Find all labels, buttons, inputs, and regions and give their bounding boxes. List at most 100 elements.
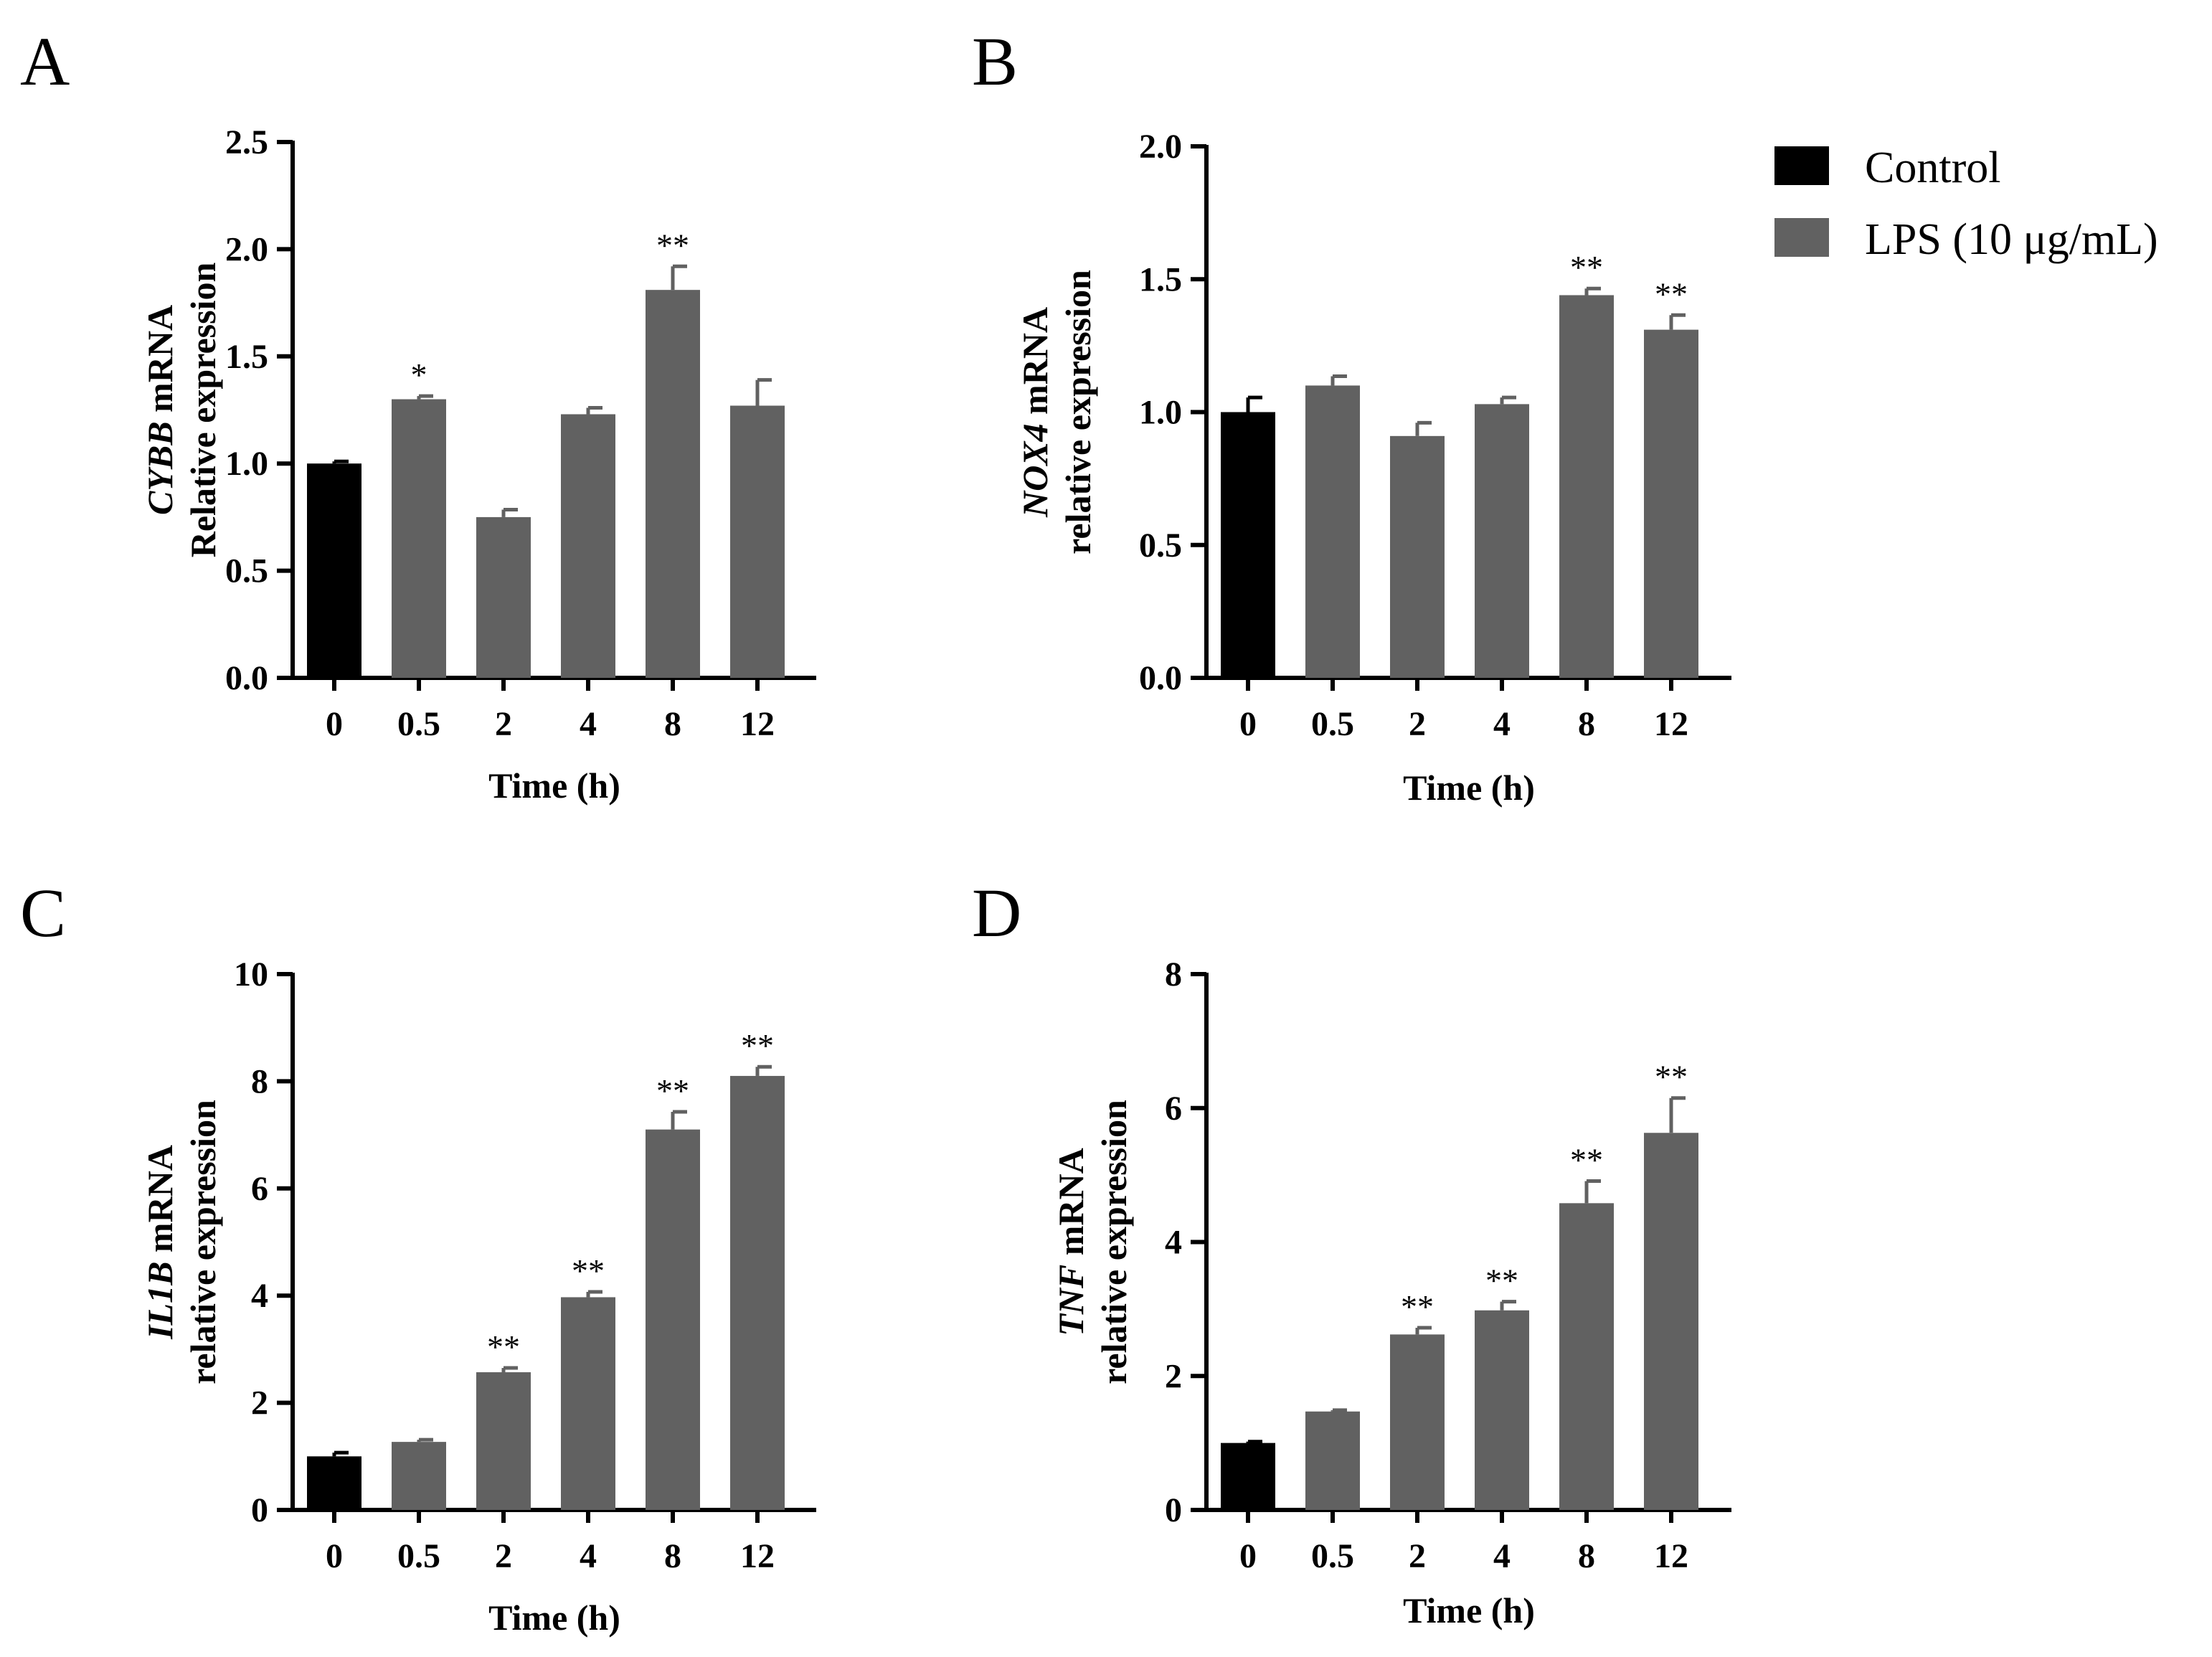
bar bbox=[1221, 1443, 1275, 1510]
x-tick-label: 0 bbox=[1239, 1537, 1257, 1575]
y-tick-label: 2 bbox=[1165, 1357, 1182, 1395]
y-axis-title: NOX4 mRNArelative expression bbox=[1015, 270, 1098, 554]
y-axis-gene-name: TNF bbox=[1051, 1265, 1091, 1336]
y-axis-gene-name: NOX4 bbox=[1015, 423, 1055, 518]
panel-letter: A bbox=[20, 23, 70, 100]
chart-panel-c: C 0 2 4 6 8 10 0 0.5 2 ** 4 ** 8 ** 12 ** Time (h) IL1B mR… bbox=[20, 874, 816, 1638]
x-tick-label: 8 bbox=[1578, 705, 1595, 743]
y-axis-title-line2: relative expression bbox=[183, 1100, 223, 1384]
y-axis-title-line1: TNF mRNA bbox=[1051, 1148, 1091, 1336]
bar bbox=[476, 516, 531, 678]
significance-label: * bbox=[411, 357, 427, 393]
y-axis-title-line2: relative expression bbox=[1058, 270, 1098, 554]
y-axis-title: TNF mRNArelative expression bbox=[1051, 1100, 1134, 1384]
legend-swatch-lps bbox=[1774, 218, 1829, 257]
y-tick-label: 2 bbox=[251, 1384, 268, 1422]
panel-letter: C bbox=[20, 874, 66, 951]
x-tick-label: 0 bbox=[326, 705, 343, 743]
significance-label: ** bbox=[487, 1328, 520, 1365]
panel-letter: D bbox=[972, 874, 1021, 951]
y-tick-label: 0.0 bbox=[1139, 659, 1182, 697]
bar bbox=[1644, 329, 1698, 678]
bar bbox=[1390, 1334, 1445, 1510]
y-tick-label: 6 bbox=[1165, 1090, 1182, 1128]
y-axis-title: CYBB mRNARelative expression bbox=[140, 263, 223, 558]
y-axis-title: IL1B mRNArelative expression bbox=[140, 1100, 223, 1384]
y-axis-title-line2: relative expression bbox=[1094, 1100, 1134, 1384]
y-axis-title-line1: IL1B mRNA bbox=[140, 1145, 180, 1340]
x-tick-label: 0 bbox=[326, 1537, 343, 1575]
legend-swatch-control bbox=[1774, 146, 1829, 185]
chart-panel-d: D 0 2 4 6 8 0 0.5 2 ** 4 ** 8 ** 12 ** Time (h) TNF mRNAr… bbox=[972, 874, 1731, 1630]
y-tick-label: 8 bbox=[1165, 955, 1182, 993]
legend: Control LPS (10 μg/mL) bbox=[1774, 143, 2158, 264]
bar bbox=[476, 1372, 531, 1510]
x-tick-label: 12 bbox=[1654, 1537, 1688, 1575]
significance-label: ** bbox=[1401, 1288, 1434, 1325]
y-tick-label: 0.5 bbox=[1139, 527, 1182, 565]
x-axis-title: Time (h) bbox=[1403, 1590, 1535, 1630]
bar bbox=[1559, 295, 1614, 679]
significance-label: ** bbox=[1485, 1262, 1518, 1299]
bar bbox=[730, 1075, 785, 1510]
y-tick-label: 0.0 bbox=[225, 659, 268, 697]
bar bbox=[1305, 385, 1360, 678]
x-tick-label: 2 bbox=[495, 705, 512, 743]
x-tick-label: 8 bbox=[1578, 1537, 1595, 1575]
y-axis-title-line1: NOX4 mRNA bbox=[1015, 307, 1055, 518]
bar bbox=[307, 1456, 361, 1510]
y-axis-gene-name: IL1B bbox=[140, 1262, 180, 1340]
bar bbox=[392, 1442, 446, 1510]
y-tick-label: 10 bbox=[234, 955, 268, 993]
y-tick-label: 1.0 bbox=[1139, 394, 1182, 432]
y-axis-title-suffix: mRNA bbox=[1051, 1148, 1091, 1264]
x-tick-label: 0 bbox=[1239, 705, 1257, 743]
significance-label: ** bbox=[1655, 275, 1688, 312]
x-tick-label: 12 bbox=[1654, 705, 1688, 743]
x-tick-label: 2 bbox=[1409, 1537, 1426, 1575]
bar bbox=[1305, 1411, 1360, 1510]
y-tick-label: 4 bbox=[251, 1277, 268, 1315]
y-axis-title-suffix: mRNA bbox=[140, 1145, 180, 1261]
y-tick-label: 1.0 bbox=[225, 445, 268, 483]
bar bbox=[1644, 1133, 1698, 1510]
bar bbox=[307, 463, 361, 678]
y-axis-title-line1: CYBB mRNA bbox=[140, 305, 180, 515]
x-axis-title: Time (h) bbox=[488, 1597, 620, 1638]
chart-panel-a: A 0.0 0.5 1.0 1.5 2.0 2.5 0 0.5 * 2 4 8 ** 12 Time (h) C… bbox=[20, 23, 816, 806]
x-tick-label: 4 bbox=[1493, 705, 1511, 743]
panel-letter: B bbox=[972, 23, 1018, 100]
bar bbox=[392, 399, 446, 678]
significance-label: ** bbox=[1570, 1142, 1603, 1179]
x-tick-label: 12 bbox=[740, 705, 775, 743]
x-tick-label: 2 bbox=[1409, 705, 1426, 743]
x-tick-label: 4 bbox=[1493, 1537, 1511, 1575]
significance-label: ** bbox=[572, 1252, 605, 1289]
bar bbox=[1390, 435, 1445, 678]
x-tick-label: 0.5 bbox=[397, 705, 440, 743]
x-tick-label: 0.5 bbox=[1311, 1537, 1354, 1575]
legend-label-lps: LPS (10 μg/mL) bbox=[1865, 215, 2158, 264]
x-tick-label: 0.5 bbox=[1311, 705, 1354, 743]
y-tick-label: 6 bbox=[251, 1170, 268, 1208]
y-tick-label: 2.5 bbox=[225, 123, 268, 161]
legend-label-control: Control bbox=[1865, 143, 2000, 192]
y-tick-label: 0 bbox=[251, 1491, 268, 1529]
significance-label: ** bbox=[1655, 1059, 1688, 1095]
x-axis-title: Time (h) bbox=[488, 765, 620, 806]
y-tick-label: 1.5 bbox=[225, 338, 268, 376]
y-tick-label: 2.0 bbox=[225, 230, 268, 268]
bar bbox=[1559, 1203, 1614, 1510]
bar bbox=[561, 414, 615, 678]
bar bbox=[646, 290, 700, 678]
bar bbox=[1475, 404, 1529, 678]
bar bbox=[1475, 1310, 1529, 1510]
bar bbox=[1221, 412, 1275, 678]
y-tick-label: 8 bbox=[251, 1062, 268, 1100]
y-tick-label: 2.0 bbox=[1139, 128, 1182, 166]
x-tick-label: 12 bbox=[740, 1537, 775, 1575]
y-axis-gene-name: CYBB bbox=[140, 421, 180, 515]
y-tick-label: 4 bbox=[1165, 1224, 1182, 1262]
panels-layer: A 0.0 0.5 1.0 1.5 2.0 2.5 0 0.5 * 2 4 8 ** 12 Time (h) C… bbox=[20, 23, 1731, 1638]
